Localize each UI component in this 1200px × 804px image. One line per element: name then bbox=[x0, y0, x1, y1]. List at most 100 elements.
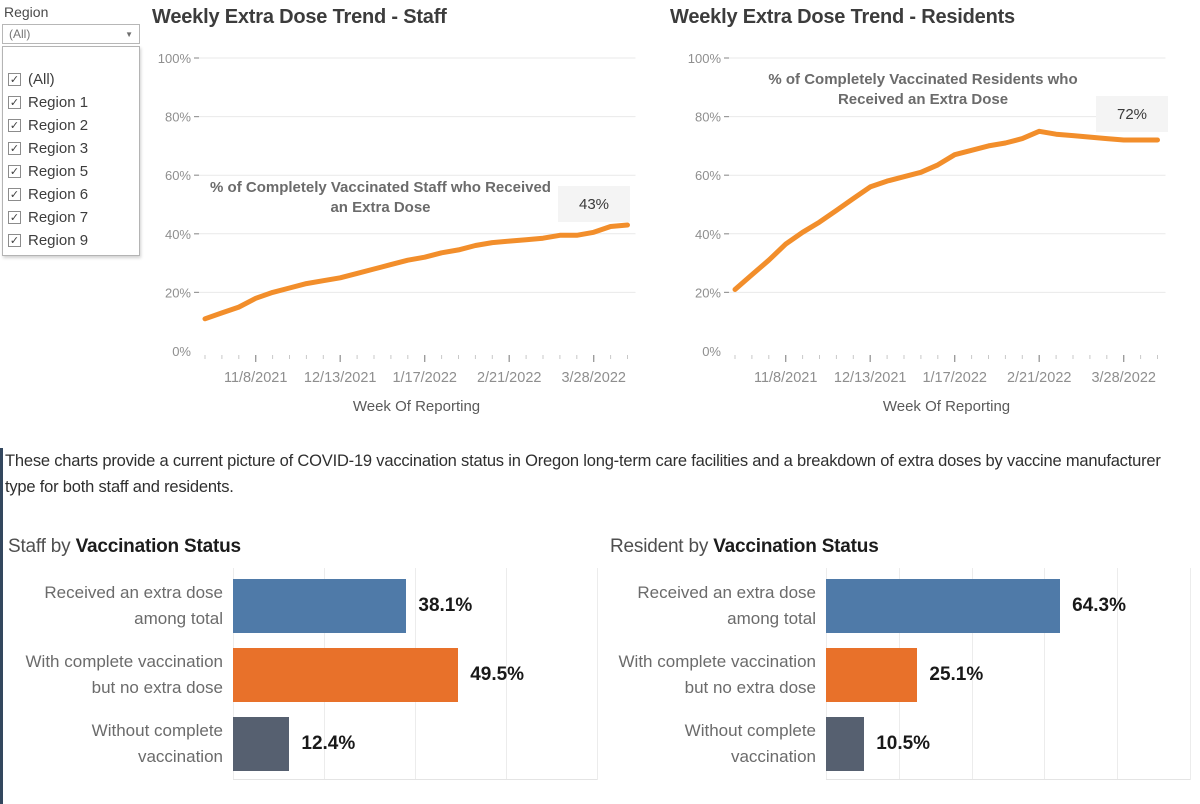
chart-title: Resident by Vaccination Status bbox=[610, 536, 879, 558]
bar-value-label: 64.3% bbox=[1072, 595, 1126, 616]
staff-status-bar-chart: Staff by Vaccination Status Received an … bbox=[0, 528, 600, 784]
bar-category-label: Without complete vaccination bbox=[0, 710, 223, 778]
region-option-label: Region 9 bbox=[28, 232, 89, 249]
bar-category-label-line: but no extra dose bbox=[91, 678, 223, 697]
bar[interactable] bbox=[233, 648, 459, 702]
x-axis-title: Week Of Reporting bbox=[882, 398, 1011, 415]
x-gridline bbox=[971, 568, 973, 780]
checkbox-checked-icon[interactable]: ✓ bbox=[8, 142, 21, 155]
checkbox-checked-icon[interactable]: ✓ bbox=[8, 234, 21, 247]
checkbox-checked-icon[interactable]: ✓ bbox=[8, 73, 21, 86]
x-tick-label: 3/28/2022 bbox=[1091, 370, 1156, 386]
region-filter-selected-value: (All) bbox=[9, 27, 31, 41]
y-tick-label: 0% bbox=[702, 344, 721, 359]
x-axis-title: Week Of Reporting bbox=[352, 398, 481, 415]
y-tick-label: 40% bbox=[165, 227, 191, 242]
bar-category-label-line: With complete vaccination bbox=[618, 651, 816, 671]
x-tick-label: 11/8/2021 bbox=[224, 370, 287, 386]
bar-row: Without complete vaccination 12.4% bbox=[0, 710, 600, 778]
bar-row: Without complete vaccination 10.5% bbox=[602, 710, 1200, 778]
bar-value-label: 12.4% bbox=[301, 733, 356, 754]
bar[interactable] bbox=[233, 579, 407, 633]
chart-title-prefix: Staff by bbox=[8, 536, 76, 557]
bar[interactable] bbox=[233, 717, 290, 771]
y-tick-label: 40% bbox=[695, 227, 721, 242]
bar-row: With complete vaccination but no extra do… bbox=[602, 641, 1200, 709]
region-option-label: Region 6 bbox=[28, 186, 89, 203]
bar[interactable] bbox=[826, 717, 865, 771]
checkbox-checked-icon[interactable]: ✓ bbox=[8, 165, 21, 178]
chart-title-bold: Vaccination Status bbox=[713, 536, 879, 557]
bar-row: Received an extra dose among total 38.1% bbox=[0, 572, 600, 640]
x-tick-label: 12/13/2021 bbox=[834, 370, 907, 386]
x-tick-label: 3/28/2022 bbox=[561, 370, 626, 386]
region-option-label: Region 5 bbox=[28, 163, 89, 180]
region-option-label: Region 1 bbox=[28, 94, 89, 111]
y-tick-label: 20% bbox=[165, 285, 191, 300]
bar-category-label: Received an extra dose among total bbox=[0, 572, 223, 640]
x-tick-label: 1/17/2022 bbox=[922, 370, 987, 386]
bar-category-label: Received an extra dose among total bbox=[602, 572, 816, 640]
region-option[interactable]: ✓ (All) bbox=[3, 68, 139, 91]
current-value-badge: 72% bbox=[1096, 96, 1168, 132]
region-option[interactable]: ✓ Region 1 bbox=[3, 91, 139, 114]
trend-line[interactable] bbox=[202, 222, 630, 322]
y-tick-label: 80% bbox=[695, 110, 721, 125]
region-option-label: (All) bbox=[28, 71, 55, 88]
chart-title: Staff by Vaccination Status bbox=[8, 536, 241, 558]
x-tick-label: 11/8/2021 bbox=[754, 370, 817, 386]
bar-category-label-line: vaccination bbox=[137, 747, 223, 766]
region-option[interactable]: ✓ Region 7 bbox=[3, 206, 139, 229]
y-tick-label: 80% bbox=[165, 110, 191, 125]
x-gridline bbox=[597, 568, 598, 780]
region-option[interactable]: ✓ Region 6 bbox=[3, 183, 139, 206]
checkbox-checked-icon[interactable]: ✓ bbox=[8, 211, 21, 224]
region-option[interactable]: ✓ Region 9 bbox=[3, 229, 139, 252]
y-tick-label: 20% bbox=[695, 285, 721, 300]
y-tick-label: 60% bbox=[695, 168, 721, 183]
y-tick-label: 100% bbox=[688, 51, 722, 66]
bar-category-label-line: With complete vaccination bbox=[25, 651, 223, 671]
x-tick-label: 2/21/2022 bbox=[1007, 370, 1072, 386]
resident-trend-plot: 0% 20% 40% 60% 80% 100% 11/8/2021 12/13/2021 1/1… bbox=[688, 51, 1166, 386]
bar-category-label: Without complete vaccination bbox=[602, 710, 816, 778]
bar-category-label-line: Without complete bbox=[91, 720, 223, 740]
resident-trend-chart: Weekly Extra Dose Trend - Residents 0% 20… bbox=[668, 6, 1176, 430]
x-gridline bbox=[1117, 568, 1119, 780]
bar[interactable] bbox=[826, 648, 918, 702]
dashboard-left-border bbox=[0, 448, 3, 804]
x-gridline bbox=[1190, 568, 1191, 780]
bar-category-label-line: among total bbox=[727, 609, 816, 628]
bar-category-label-line: Received an extra dose bbox=[44, 582, 223, 602]
checkbox-checked-icon[interactable]: ✓ bbox=[8, 119, 21, 132]
chart-title-prefix: Resident by bbox=[610, 536, 714, 557]
y-tick-label: 0% bbox=[172, 344, 191, 359]
checkbox-checked-icon[interactable]: ✓ bbox=[8, 96, 21, 109]
region-option[interactable]: ✓ Region 3 bbox=[3, 137, 139, 160]
region-filter-label: Region bbox=[4, 4, 49, 20]
region-option[interactable]: ✓ Region 2 bbox=[3, 114, 139, 137]
x-axis-line bbox=[233, 779, 597, 780]
checkbox-checked-icon[interactable]: ✓ bbox=[8, 188, 21, 201]
staff-trend-chart: Weekly Extra Dose Trend - Staff 0% 20% 40%… bbox=[150, 6, 650, 430]
x-tick-label: 12/13/2021 bbox=[304, 370, 377, 386]
bar-category-label-line: Without complete bbox=[684, 720, 816, 740]
bar-category-label: With complete vaccination but no extra do… bbox=[602, 641, 816, 709]
chart-title: Weekly Extra Dose Trend - Residents bbox=[670, 6, 1015, 28]
bar-row: With complete vaccination but no extra do… bbox=[0, 641, 600, 709]
region-option-label: Region 7 bbox=[28, 209, 89, 226]
x-gridline bbox=[506, 568, 507, 780]
region-option-label: Region 3 bbox=[28, 140, 89, 157]
bar[interactable] bbox=[826, 579, 1061, 633]
chart-title-bold: Vaccination Status bbox=[75, 536, 242, 557]
bar-value-label: 38.1% bbox=[418, 595, 473, 616]
caret-down-icon[interactable]: ▼ bbox=[125, 29, 133, 39]
x-tick-label: 1/17/2022 bbox=[392, 370, 457, 386]
trend-line[interactable] bbox=[732, 128, 1160, 292]
region-filter-select[interactable]: (All) ▼ bbox=[2, 24, 140, 44]
bar-category-label-line: Received an extra dose bbox=[637, 582, 816, 602]
bar-value-label: 49.5% bbox=[470, 664, 525, 685]
region-option[interactable]: ✓ Region 5 bbox=[3, 160, 139, 183]
staff-trend-plot: 0% 20% 40% 60% 80% 100% 11/8/2021 12/13/2021 1/1… bbox=[158, 51, 636, 386]
